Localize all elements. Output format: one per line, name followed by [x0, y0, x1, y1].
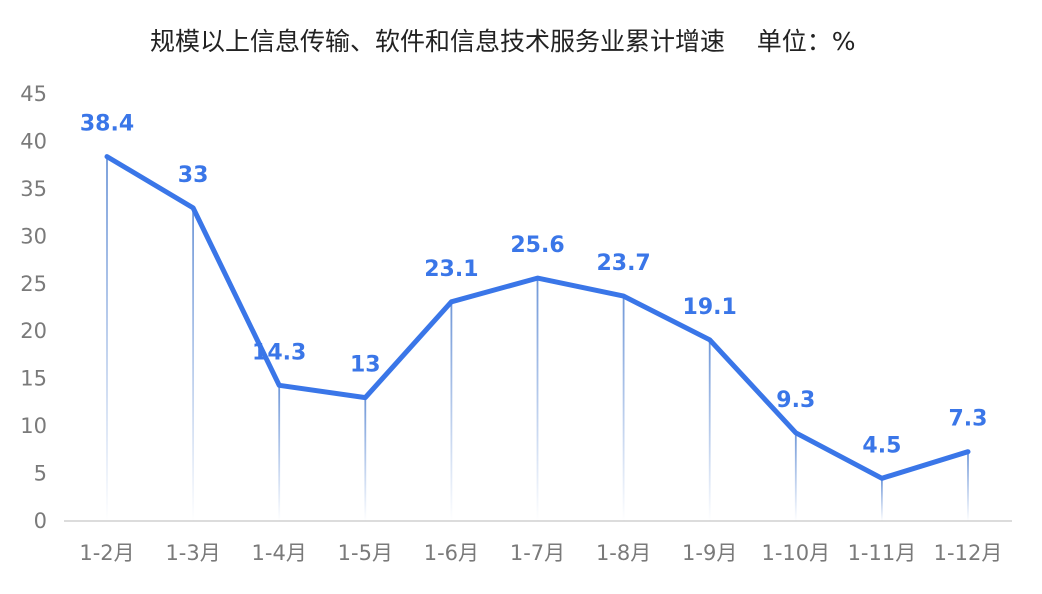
y-tick-label: 30 — [20, 224, 47, 248]
series-line — [104, 154, 971, 481]
x-tick-label: 1-12月 — [934, 541, 1003, 565]
data-label: 4.5 — [862, 433, 901, 458]
x-tick-label: 1-7月 — [510, 541, 565, 565]
x-tick-label: 1-8月 — [596, 541, 651, 565]
drop-line — [881, 478, 883, 521]
data-label: 7.3 — [949, 407, 988, 432]
x-tick-label: 1-5月 — [338, 541, 393, 565]
data-label: 14.3 — [252, 340, 306, 365]
x-tick-label: 1-4月 — [252, 541, 307, 565]
drop-line — [708, 339, 711, 521]
data-label: 23.1 — [424, 257, 478, 282]
y-tick-label: 40 — [20, 129, 47, 153]
drop-line — [106, 156, 108, 522]
data-label: 9.3 — [776, 388, 815, 413]
drop-line — [364, 397, 367, 521]
drop-line — [536, 278, 539, 521]
drop-line — [794, 432, 797, 521]
x-axis: 1-2月 1-3月 1-4月 1-5月 1-6月 1-7月 1-8月 1-9月 1-10月 1-1… — [64, 520, 1012, 565]
data-label: 19.1 — [683, 295, 737, 320]
data-label: 38.4 — [80, 112, 134, 137]
x-tick-label: 1-11月 — [848, 541, 917, 565]
y-axis: 0 5 10 15 20 25 30 35 40 45 — [20, 82, 47, 533]
y-tick-label: 45 — [20, 82, 47, 106]
drop-line — [450, 301, 453, 521]
y-tick-label: 20 — [20, 319, 47, 343]
y-tick-label: 25 — [20, 272, 47, 296]
chart-title: 规模以上信息传输、软件和信息技术服务业累计增速 单位：% — [150, 27, 856, 56]
y-tick-label: 35 — [20, 177, 47, 201]
data-label: 33 — [178, 163, 209, 188]
x-tick-label: 1-2月 — [79, 541, 134, 565]
drop-line — [622, 296, 625, 521]
series — [104, 154, 971, 481]
data-labels: 38.4 33 14.3 13 23.1 25.6 23.7 19.1 9.3 4.5 7.3 — [80, 112, 988, 459]
drop-line — [192, 207, 194, 521]
data-label: 25.6 — [510, 233, 564, 258]
y-tick-label: 5 — [34, 462, 47, 486]
x-tick-label: 1-10月 — [761, 541, 830, 565]
data-label: 23.7 — [596, 251, 650, 276]
data-label: 13 — [350, 353, 381, 378]
drop-line — [967, 451, 969, 521]
x-tick-label: 1-3月 — [165, 541, 220, 565]
x-tick-label: 1-6月 — [424, 541, 479, 565]
x-tick-label: 1-9月 — [682, 541, 737, 565]
drop-lines — [106, 156, 969, 522]
y-tick-label: 0 — [34, 509, 47, 533]
drop-line — [278, 385, 281, 521]
y-tick-label: 15 — [20, 367, 47, 391]
y-tick-label: 10 — [20, 414, 47, 438]
